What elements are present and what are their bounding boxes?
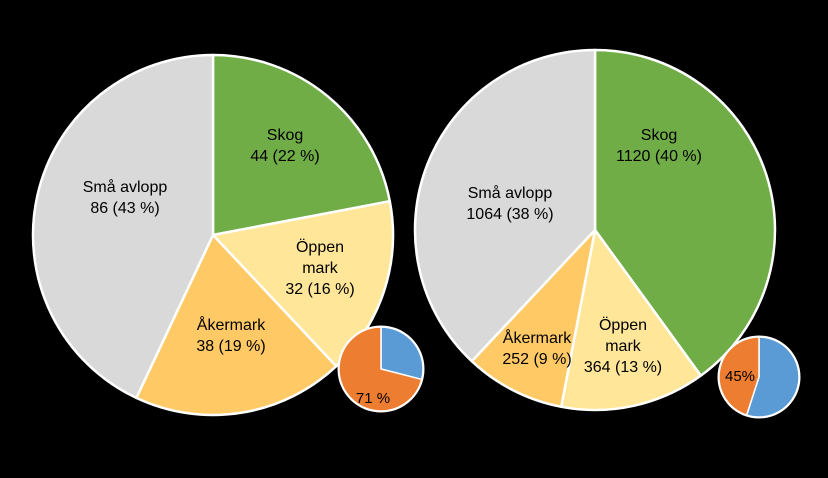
pie-chart-right: Skog 1120 (40 %) Öppen mark 364 (13 %) Åkerma… bbox=[413, 48, 801, 419]
pie-slice-sma-avlopp bbox=[413, 48, 597, 363]
pie-slice-akermark bbox=[135, 233, 338, 417]
inset-pie-slice-1 bbox=[718, 336, 760, 416]
slice-label-akermark: Åkermark 38 (19 %) bbox=[196, 315, 266, 355]
pie-slice-skog bbox=[593, 48, 777, 377]
inset-pie-slice-1 bbox=[338, 326, 423, 412]
slice-label-sma-avlopp: Små avlopp 1064 (38 %) bbox=[466, 184, 553, 223]
inset-pie-slice-0 bbox=[380, 326, 424, 381]
inset-pie: 71 % bbox=[337, 325, 425, 413]
pie-chart-left: Skog 44 (22 %) Öppen mark 32 (16 %) Åkermark 3… bbox=[31, 53, 425, 417]
inset-pie-label: 71 % bbox=[356, 390, 390, 407]
inset-pie-label: 45% bbox=[725, 368, 755, 385]
pie-slice-oppen-mark bbox=[560, 228, 703, 412]
slice-label-oppen-mark: Öppen mark 364 (13 %) bbox=[584, 316, 662, 376]
pie-slice-akermark bbox=[470, 228, 597, 409]
pie-slice-skog bbox=[211, 53, 392, 237]
slice-label-akermark: Åkermark 252 (9 %) bbox=[502, 328, 572, 368]
slice-label-oppen-mark: Öppen mark 32 (16 %) bbox=[285, 238, 354, 298]
slice-label-skog: Skog 1120 (40 %) bbox=[616, 127, 702, 165]
slice-label-sma-avlopp: Små avlopp 86 (43 %) bbox=[83, 178, 168, 217]
inset-pie: 45% bbox=[717, 335, 801, 419]
pie-slice-sma-avlopp bbox=[31, 53, 215, 400]
slice-label-skog: Skog 44 (22 %) bbox=[250, 127, 319, 165]
